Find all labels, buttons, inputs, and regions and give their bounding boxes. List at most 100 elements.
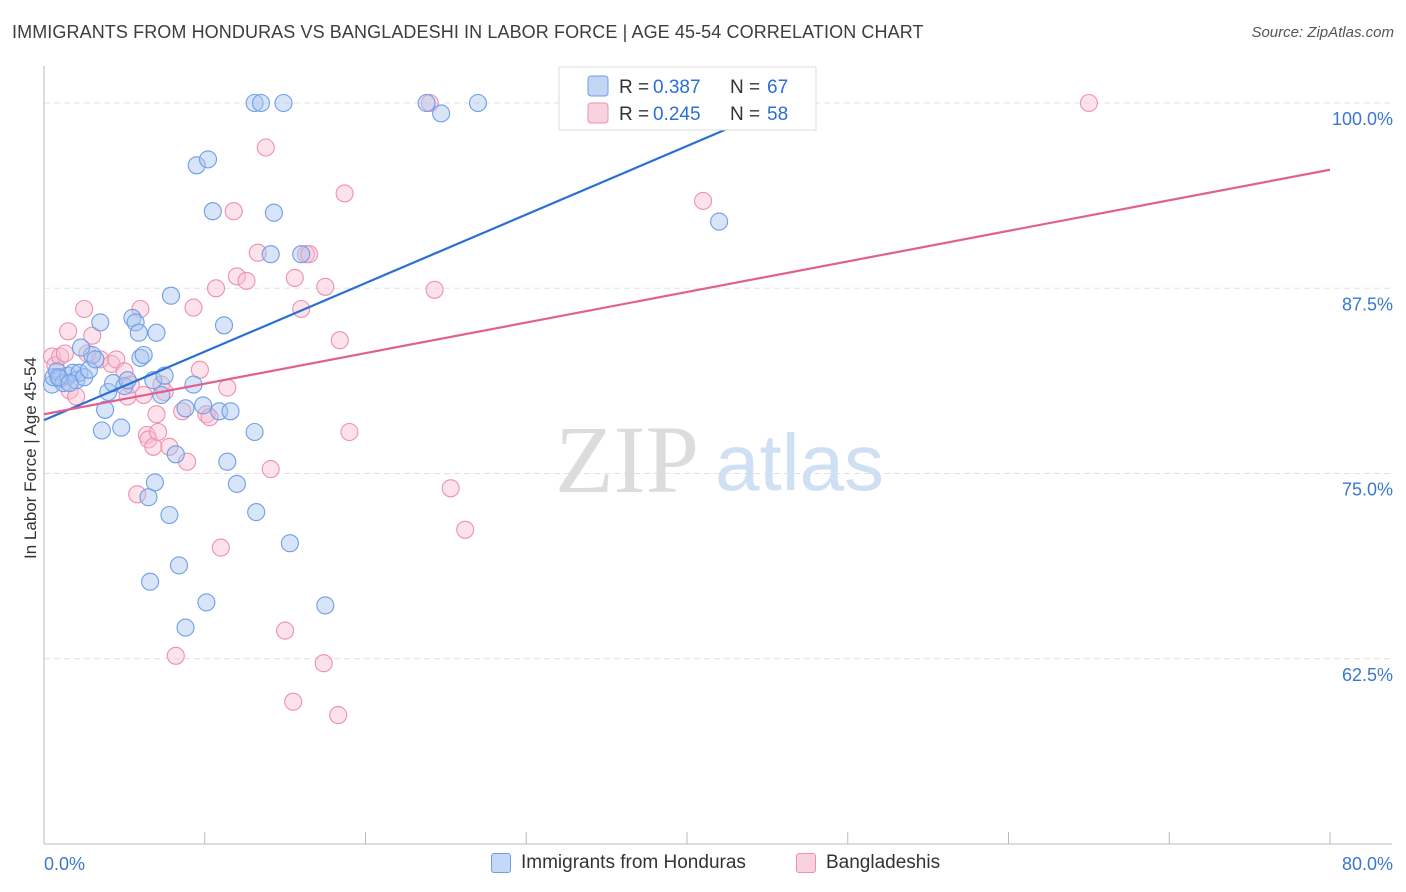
y-axis-label: In Labor Force | Age 45-54 bbox=[21, 357, 40, 559]
legend-top: R = 0.387 N = 67 R = 0.245 N = 58 bbox=[558, 66, 817, 131]
point-bangladeshis bbox=[55, 344, 74, 363]
point-honduras bbox=[710, 212, 729, 231]
watermark: ZIP atlas bbox=[555, 406, 884, 513]
point-bangladeshis bbox=[330, 331, 349, 350]
point-bangladeshis bbox=[59, 322, 78, 341]
point-honduras bbox=[92, 421, 111, 440]
legend-item-bangladeshis: Bangladeshis bbox=[796, 852, 940, 874]
point-honduras bbox=[197, 593, 216, 612]
legend-item-honduras: Immigrants from Honduras bbox=[491, 852, 746, 874]
point-bangladeshis bbox=[51, 347, 70, 366]
y-tick-label: 87.5% bbox=[1342, 294, 1393, 314]
point-honduras bbox=[247, 503, 266, 522]
point-honduras bbox=[468, 93, 488, 113]
point-bangladeshis bbox=[316, 277, 335, 296]
point-bangladeshis bbox=[1079, 93, 1098, 113]
point-honduras bbox=[91, 313, 110, 332]
watermark-zip: ZIP bbox=[555, 406, 699, 513]
legend-n-value-bangladeshis: 58 bbox=[767, 104, 788, 125]
point-honduras bbox=[280, 534, 299, 553]
point-honduras bbox=[251, 93, 271, 113]
legend-r-value-honduras: 0.387 bbox=[653, 77, 701, 98]
point-bangladeshis bbox=[425, 280, 444, 299]
point-bangladeshis bbox=[248, 243, 267, 262]
point-honduras bbox=[218, 452, 237, 471]
point-honduras bbox=[71, 338, 91, 357]
point-honduras bbox=[274, 93, 293, 113]
point-honduras bbox=[96, 400, 115, 419]
point-honduras bbox=[176, 618, 195, 637]
legend-swatch-bangladeshis bbox=[587, 102, 609, 124]
point-honduras bbox=[292, 245, 311, 264]
trendline-bangladeshis bbox=[43, 168, 1331, 416]
point-honduras bbox=[86, 350, 105, 369]
point-honduras bbox=[129, 323, 148, 342]
point-honduras bbox=[79, 360, 99, 379]
x-tick-label: 0.0% bbox=[44, 854, 85, 874]
point-honduras bbox=[203, 202, 222, 221]
legend-r-label-bangladeshis: R = bbox=[619, 104, 649, 125]
grid-lines bbox=[44, 102, 1392, 660]
point-honduras bbox=[49, 368, 68, 387]
legend-r-value-bangladeshis: 0.245 bbox=[653, 104, 701, 125]
point-honduras bbox=[261, 245, 280, 264]
point-honduras bbox=[60, 374, 79, 393]
point-bangladeshis bbox=[160, 437, 179, 456]
point-honduras bbox=[245, 422, 264, 442]
point-honduras bbox=[187, 156, 206, 175]
point-bangladeshis bbox=[237, 271, 256, 290]
point-bangladeshis bbox=[224, 202, 243, 221]
point-honduras bbox=[194, 396, 213, 415]
point-honduras bbox=[126, 313, 145, 332]
tick-labels: 62.5% 75.0% 87.5% 100.0% 0.0% 80.0% bbox=[44, 109, 1393, 874]
legend-swatch-honduras bbox=[491, 853, 511, 873]
point-bangladeshis bbox=[261, 460, 280, 479]
point-honduras bbox=[214, 316, 234, 335]
y-tick-label: 100.0% bbox=[1332, 109, 1393, 129]
point-bangladeshis bbox=[166, 646, 185, 665]
series-bangladeshis bbox=[42, 93, 1098, 725]
y-tick-label: 62.5% bbox=[1342, 665, 1393, 685]
point-bangladeshis bbox=[83, 326, 102, 345]
point-bangladeshis bbox=[456, 520, 475, 539]
trend-lines bbox=[43, 90, 1331, 422]
point-bangladeshis bbox=[200, 408, 219, 427]
point-bangladeshis bbox=[128, 485, 147, 504]
legend-label-bangladeshis: Bangladeshis bbox=[826, 852, 941, 873]
point-honduras bbox=[160, 505, 179, 525]
point-honduras bbox=[432, 104, 451, 123]
legend-swatch-honduras bbox=[587, 75, 609, 97]
point-bangladeshis bbox=[91, 350, 110, 369]
point-honduras bbox=[141, 572, 160, 591]
point-bangladeshis bbox=[256, 138, 275, 157]
point-bangladeshis bbox=[75, 299, 94, 319]
legend-swatch-bangladeshis bbox=[796, 853, 816, 873]
legend-n-label-bangladeshis: N = bbox=[730, 104, 760, 125]
point-bangladeshis bbox=[178, 452, 197, 471]
legend-n-label-honduras: N = bbox=[730, 77, 760, 98]
axes bbox=[43, 66, 1392, 845]
y-tick-label: 75.0% bbox=[1342, 480, 1393, 500]
point-honduras bbox=[112, 418, 131, 437]
point-honduras bbox=[161, 286, 181, 305]
chart-title: IMMIGRANTS FROM HONDURAS VS BANGLADESHI … bbox=[12, 22, 924, 42]
point-bangladeshis bbox=[329, 706, 348, 725]
point-honduras bbox=[169, 556, 189, 575]
legend-n-value-honduras: 67 bbox=[767, 77, 788, 98]
point-bangladeshis bbox=[285, 268, 304, 287]
point-bangladeshis bbox=[173, 402, 192, 421]
point-bangladeshis bbox=[340, 422, 359, 442]
point-honduras bbox=[245, 93, 264, 113]
point-bangladeshis bbox=[441, 479, 460, 498]
point-honduras bbox=[131, 348, 150, 367]
source-label: Source: ZipAtlas.com bbox=[1251, 24, 1394, 41]
point-bangladeshis bbox=[284, 692, 303, 711]
point-honduras bbox=[152, 385, 171, 405]
point-honduras bbox=[417, 93, 436, 113]
trendline-honduras bbox=[43, 90, 817, 422]
point-bangladeshis bbox=[276, 621, 295, 640]
point-honduras bbox=[134, 345, 153, 365]
series-honduras bbox=[42, 93, 729, 637]
legend-bottom: Immigrants from Honduras Bangladeshis bbox=[0, 852, 1406, 878]
point-bangladeshis bbox=[335, 184, 354, 203]
